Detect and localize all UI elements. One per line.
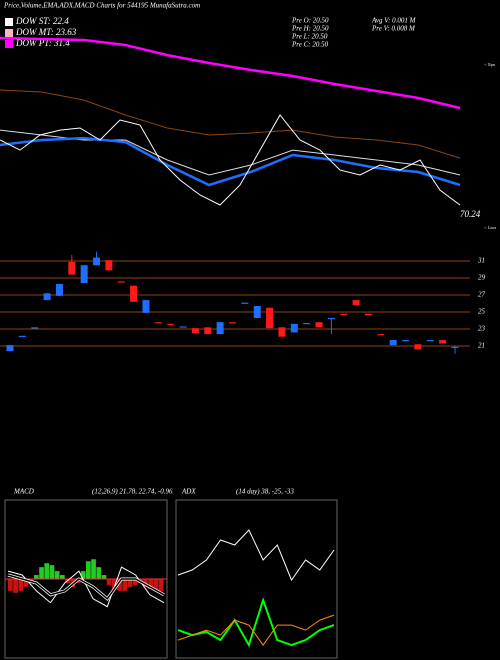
histogram-bar <box>54 571 60 579</box>
y-tick-label: 23 <box>478 325 486 333</box>
histogram-bar <box>44 563 50 579</box>
histogram-bar <box>101 575 107 579</box>
candle-body <box>204 327 212 335</box>
stat: Pre O: 20.50 <box>291 17 329 25</box>
candle-body <box>216 322 224 335</box>
y-tick-label: 25 <box>478 308 486 316</box>
histogram-bar <box>39 567 44 579</box>
candle-body <box>278 327 286 337</box>
candle-body <box>266 307 274 329</box>
series-line <box>0 89 461 159</box>
series-line <box>0 136 461 187</box>
candle-body <box>327 317 335 320</box>
candle-body <box>31 327 39 329</box>
candle-body <box>154 322 162 324</box>
y-tick-label: 29 <box>478 274 486 282</box>
candle-body <box>179 326 187 328</box>
stat: Pre L: 20.50 <box>291 33 328 41</box>
candle-body <box>451 346 459 349</box>
annotation: 70.24 <box>460 209 481 219</box>
candle-body <box>315 322 323 328</box>
panel-title: MACD <box>13 488 34 496</box>
histogram-bar <box>153 579 159 591</box>
candle-body <box>117 281 125 283</box>
annotation: < Lows <box>484 225 497 230</box>
series-line <box>7 574 165 600</box>
histogram-bar <box>13 579 18 593</box>
histogram-bar <box>158 579 164 591</box>
series-line <box>177 529 335 582</box>
y-tick-label: 21 <box>478 342 485 350</box>
annotation: < Tops <box>484 62 496 67</box>
legend-label: DOW ST: 22.4 <box>15 16 69 26</box>
candle-body <box>6 345 14 352</box>
candle-body <box>439 340 447 344</box>
y-tick-label: 31 <box>477 257 485 265</box>
histogram-bar <box>91 559 96 579</box>
stat: Pre V: 0.008 M <box>371 25 416 33</box>
histogram-bar <box>80 571 86 579</box>
candle-body <box>229 322 236 324</box>
legend-swatch <box>5 29 13 37</box>
candle-body <box>68 261 76 275</box>
histogram-bar <box>60 575 65 579</box>
candle-body <box>241 302 249 304</box>
histogram-bar <box>18 579 24 591</box>
histogram-bar <box>127 579 133 587</box>
panel-subtitle: (14 day) 38, -25, -33 <box>236 488 294 496</box>
panel-subtitle: (12,26,9) 21.78, 22.74, -0.96 <box>92 488 173 496</box>
y-tick-label: 27 <box>478 291 486 299</box>
candle-body <box>191 328 199 334</box>
candle-body <box>426 340 434 342</box>
legend-label: DOW PT: 31.4 <box>15 38 70 48</box>
series-line <box>0 114 461 206</box>
candle-body <box>402 340 410 342</box>
candle-body <box>340 313 348 315</box>
candle-body <box>43 293 51 301</box>
candle-body <box>389 340 397 346</box>
histogram-bar <box>112 579 117 589</box>
candle-body <box>303 323 311 325</box>
panel-title: ADX <box>181 488 196 496</box>
candle-body <box>18 335 26 337</box>
series-line <box>0 36 461 110</box>
candle-body <box>167 323 175 326</box>
histogram-bar <box>117 579 122 591</box>
histogram-bar <box>86 561 91 579</box>
candle-body <box>377 334 385 336</box>
page-title: Price,Volume,EMA,ADX,MACD Charts for 544… <box>3 2 200 10</box>
histogram-bar <box>34 575 39 579</box>
histogram-bar <box>23 579 29 587</box>
candle-body <box>55 283 63 296</box>
candle-body <box>105 260 113 271</box>
histogram-bar <box>8 579 13 591</box>
legend-swatch <box>5 40 13 48</box>
histogram-bar <box>96 567 102 579</box>
candle-body <box>93 257 101 266</box>
candle-body <box>364 313 372 316</box>
candle-body <box>142 300 150 313</box>
histogram-bar <box>132 579 138 585</box>
series-line <box>7 566 165 608</box>
candle-body <box>290 323 298 333</box>
stat: Avg V: 0.001 M <box>371 17 417 25</box>
histogram-bar <box>49 565 55 579</box>
histogram-bar <box>148 579 154 589</box>
legend-label: DOW MT: 23.63 <box>15 27 77 37</box>
histogram-bar <box>106 579 112 585</box>
candle-body <box>414 344 422 350</box>
histogram-bar <box>122 579 128 591</box>
candle-body <box>352 300 360 306</box>
series-line <box>177 596 335 648</box>
candle-body <box>80 265 88 284</box>
series-line <box>177 614 335 646</box>
stat: Pre H: 20.50 <box>291 25 329 33</box>
candle-body <box>130 285 138 302</box>
stat: Pre C: 20.50 <box>291 41 329 49</box>
legend-swatch <box>5 18 13 26</box>
candle-body <box>253 306 261 318</box>
